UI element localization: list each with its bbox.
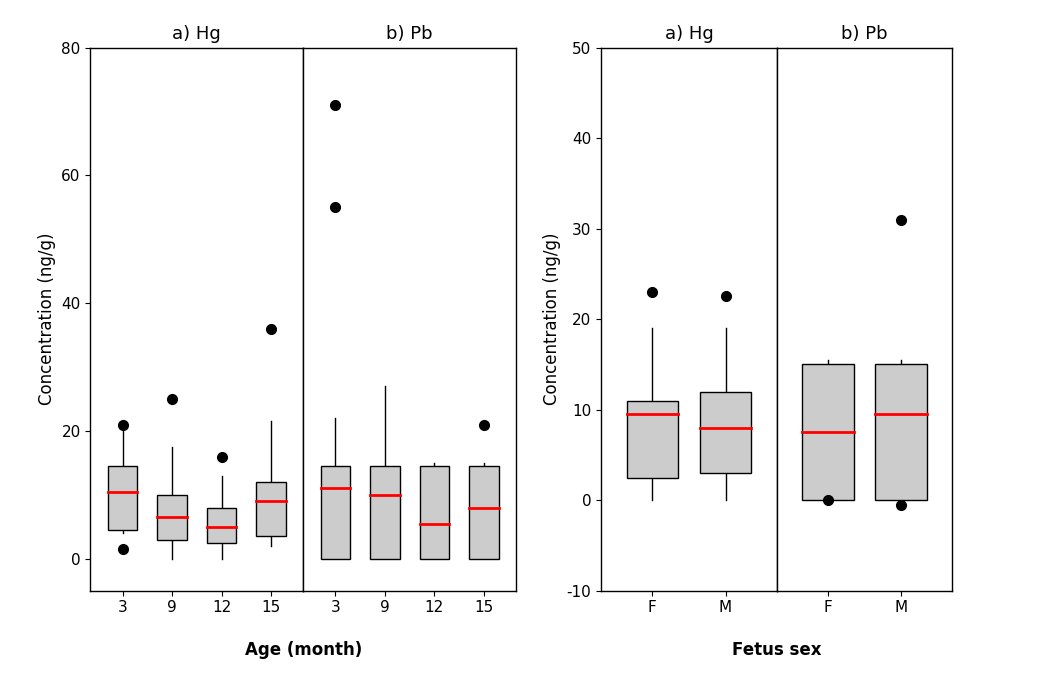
Title: a) Hg: a) Hg — [665, 25, 713, 43]
Bar — [370, 466, 400, 559]
Bar — [700, 392, 751, 473]
Bar — [802, 365, 853, 500]
Bar — [469, 466, 499, 559]
Bar — [627, 401, 678, 477]
Bar — [157, 495, 187, 540]
Title: b) Pb: b) Pb — [386, 25, 433, 43]
Text: Age (month): Age (month) — [245, 640, 362, 659]
Bar — [206, 508, 236, 543]
Y-axis label: Concentration (ng/g): Concentration (ng/g) — [543, 233, 561, 405]
Title: b) Pb: b) Pb — [842, 25, 887, 43]
Bar — [876, 365, 927, 500]
Bar — [256, 482, 286, 536]
Text: Fetus sex: Fetus sex — [732, 640, 821, 659]
Bar — [320, 466, 350, 559]
Bar — [107, 466, 137, 530]
Title: a) Hg: a) Hg — [172, 25, 221, 43]
Y-axis label: Concentration (ng/g): Concentration (ng/g) — [38, 233, 55, 405]
Bar — [419, 466, 449, 559]
